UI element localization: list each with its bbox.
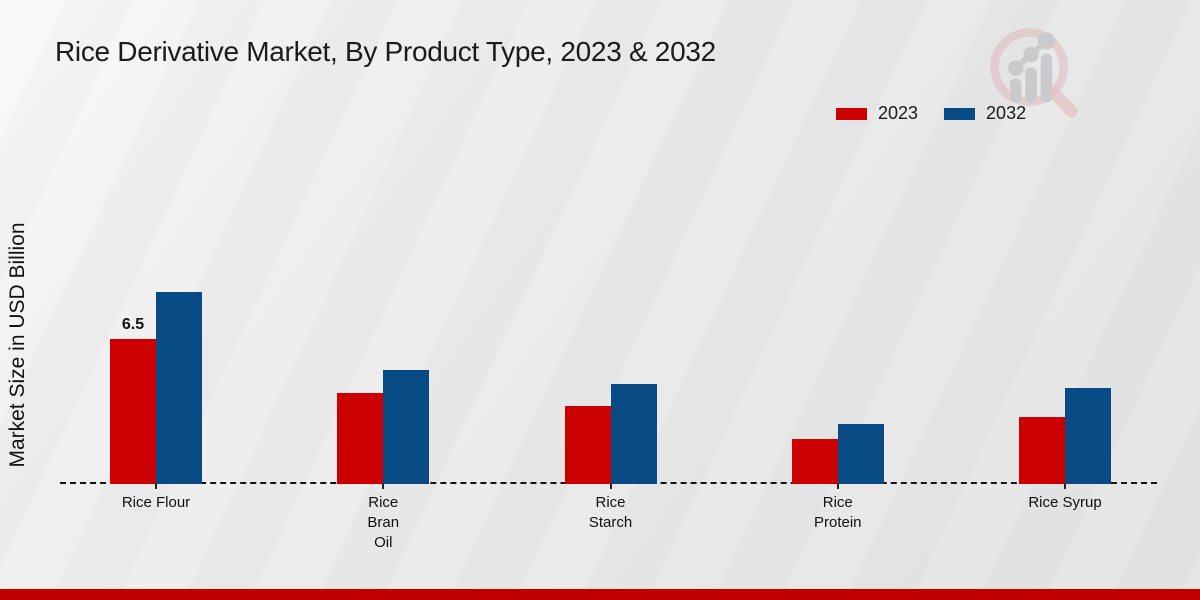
legend-item-2023: 2023 — [836, 103, 918, 124]
bar-2023-rice-starch — [564, 406, 611, 484]
footer-accent-bar — [0, 589, 1200, 600]
x-axis-tick-rice-starch — [609, 484, 612, 489]
value-label-rice-flour-2023: 6.5 — [121, 316, 145, 333]
legend-swatch-2032 — [944, 107, 976, 120]
bar-2032-rice-syrup — [1065, 388, 1111, 484]
category-label-rice-syrup: Rice Syrup — [1028, 494, 1102, 511]
bar-2023-rice-flour — [110, 339, 156, 484]
bar-2032-rice-bran-oil — [383, 370, 430, 484]
x-axis-tick-rice-bran-oil — [382, 484, 385, 489]
bar-2023-rice-bran-oil — [337, 393, 384, 484]
legend: 2023 2032 — [836, 103, 1026, 124]
legend-item-2032: 2032 — [944, 103, 1026, 124]
category-label-rice-bran-oil: Rice Bran Oil — [367, 494, 400, 551]
bar-2023-rice-syrup — [1019, 417, 1065, 484]
legend-swatch-2023 — [836, 107, 867, 120]
legend-label-2032: 2032 — [986, 103, 1027, 123]
bar-2032-rice-starch — [610, 384, 657, 484]
chart-title: Rice Derivative Market, By Product Type,… — [55, 36, 716, 67]
magnifier-bar-chart-logo-icon — [990, 28, 1078, 118]
bar-2023-rice-protein — [791, 439, 838, 484]
x-axis-tick-rice-flour — [155, 484, 157, 489]
category-label-rice-starch: Rice Starch — [588, 494, 633, 531]
x-axis-tick-rice-syrup — [1064, 484, 1066, 489]
bar-2032-rice-flour — [156, 292, 202, 484]
x-axis-tick-rice-protein — [836, 484, 839, 489]
category-label-rice-protein: Rice Protein — [813, 494, 862, 531]
legend-label-2023: 2023 — [878, 103, 919, 123]
bar-2032-rice-protein — [837, 424, 884, 484]
category-label-rice-flour: Rice Flour — [121, 494, 191, 511]
